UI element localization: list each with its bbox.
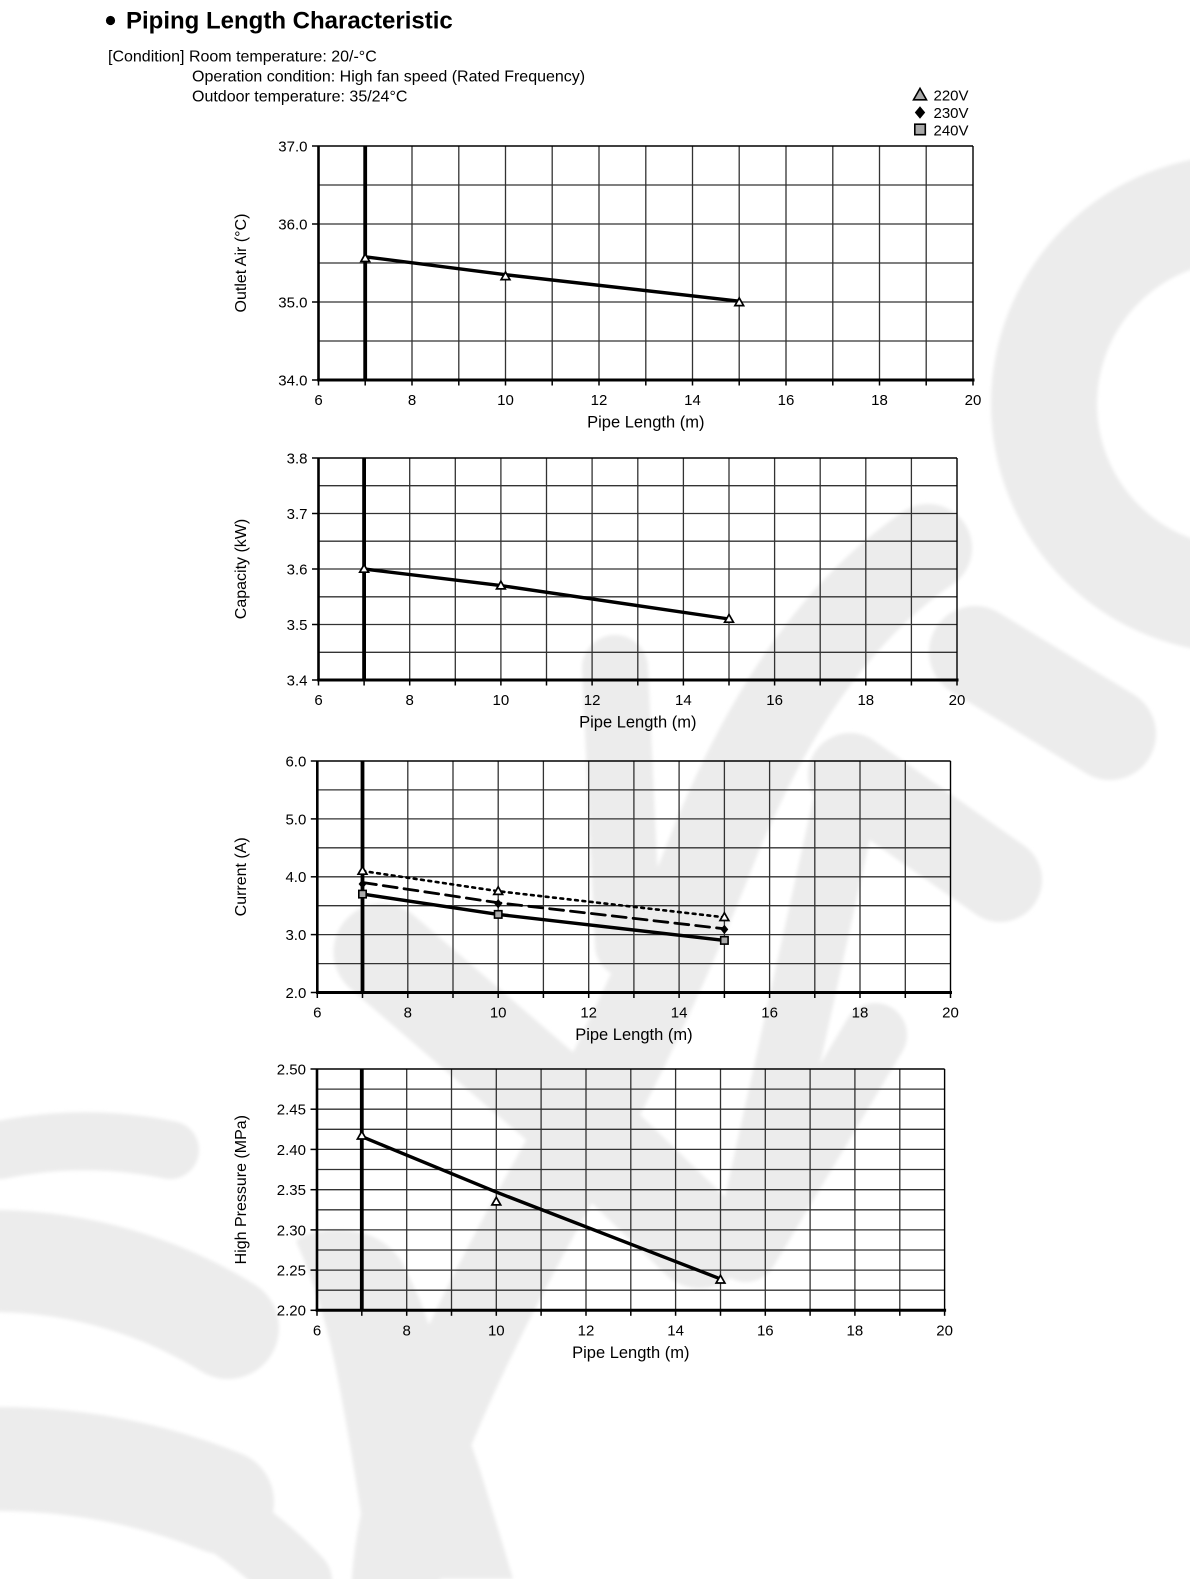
svg-text:8: 8 <box>403 1322 411 1339</box>
svg-text:8: 8 <box>406 692 414 709</box>
svg-text:18: 18 <box>857 692 874 709</box>
svg-text:240V: 240V <box>934 123 969 140</box>
svg-text:3.6: 3.6 <box>287 561 308 578</box>
svg-text:2.0: 2.0 <box>285 985 306 1002</box>
svg-text:Operation condition: High fan: Operation condition: High fan speed (Rat… <box>192 69 585 86</box>
svg-text:High Pressure (MPa): High Pressure (MPa) <box>233 1115 250 1264</box>
svg-text:3.4: 3.4 <box>287 672 308 689</box>
svg-text:20: 20 <box>942 1005 959 1022</box>
svg-text:2.40: 2.40 <box>277 1142 306 1159</box>
svg-text:16: 16 <box>761 1005 778 1022</box>
svg-text:6: 6 <box>313 1322 321 1339</box>
svg-text:3.0: 3.0 <box>285 927 306 944</box>
svg-text:6: 6 <box>314 692 322 709</box>
svg-text:Pipe Length (m): Pipe Length (m) <box>587 414 704 432</box>
svg-text:16: 16 <box>757 1322 774 1339</box>
svg-text:18: 18 <box>847 1322 864 1339</box>
svg-text:36.0: 36.0 <box>278 216 307 233</box>
svg-text:230V: 230V <box>934 105 969 122</box>
svg-text:2.50: 2.50 <box>277 1061 306 1078</box>
svg-text:20: 20 <box>949 692 966 709</box>
svg-text:3.5: 3.5 <box>287 617 308 634</box>
svg-text:10: 10 <box>490 1005 507 1022</box>
svg-text:Pipe Length (m): Pipe Length (m) <box>579 714 696 732</box>
svg-text:[Condition] Room temperature:: [Condition] Room temperature: 20/-°C <box>108 49 377 66</box>
svg-text:8: 8 <box>408 392 416 409</box>
svg-text:4.0: 4.0 <box>285 869 306 886</box>
svg-text:14: 14 <box>671 1005 688 1022</box>
svg-text:18: 18 <box>852 1005 869 1022</box>
svg-text:16: 16 <box>766 692 783 709</box>
svg-text:3.8: 3.8 <box>287 450 308 467</box>
svg-text:220V: 220V <box>934 88 969 105</box>
svg-text:Capacity (kW): Capacity (kW) <box>233 519 250 619</box>
svg-text:20: 20 <box>936 1322 953 1339</box>
svg-text:6.0: 6.0 <box>285 753 306 770</box>
svg-text:2.30: 2.30 <box>277 1222 306 1239</box>
svg-text:2.25: 2.25 <box>277 1263 306 1280</box>
svg-text:10: 10 <box>488 1322 505 1339</box>
svg-text:Pipe Length (m): Pipe Length (m) <box>572 1344 689 1362</box>
svg-text:Outlet Air (°C): Outlet Air (°C) <box>233 214 250 313</box>
svg-text:Current (A): Current (A) <box>233 837 250 916</box>
svg-text:37.0: 37.0 <box>278 138 307 155</box>
svg-text:5.0: 5.0 <box>285 811 306 828</box>
svg-text:20: 20 <box>965 392 982 409</box>
svg-text:Piping Length Characteristic: Piping Length Characteristic <box>126 8 453 35</box>
svg-text:2.20: 2.20 <box>277 1303 306 1320</box>
svg-text:Outdoor temperature: 35/24°C: Outdoor temperature: 35/24°C <box>192 89 407 106</box>
svg-text:18: 18 <box>871 392 888 409</box>
svg-text:12: 12 <box>584 692 601 709</box>
svg-text:2.45: 2.45 <box>277 1102 306 1119</box>
svg-text:12: 12 <box>591 392 608 409</box>
svg-text:2.35: 2.35 <box>277 1182 306 1199</box>
svg-text:14: 14 <box>667 1322 684 1339</box>
svg-text:3.7: 3.7 <box>287 506 308 523</box>
svg-text:34.0: 34.0 <box>278 372 307 389</box>
svg-text:10: 10 <box>493 692 510 709</box>
svg-text:35.0: 35.0 <box>278 294 307 311</box>
svg-text:8: 8 <box>404 1005 412 1022</box>
svg-text:14: 14 <box>684 392 701 409</box>
svg-text:Pipe Length (m): Pipe Length (m) <box>575 1026 692 1044</box>
svg-text:6: 6 <box>314 392 322 409</box>
svg-text:12: 12 <box>580 1005 597 1022</box>
svg-text:16: 16 <box>778 392 795 409</box>
svg-text:12: 12 <box>578 1322 595 1339</box>
svg-text:10: 10 <box>497 392 514 409</box>
svg-text:6: 6 <box>313 1005 321 1022</box>
svg-text:14: 14 <box>675 692 692 709</box>
